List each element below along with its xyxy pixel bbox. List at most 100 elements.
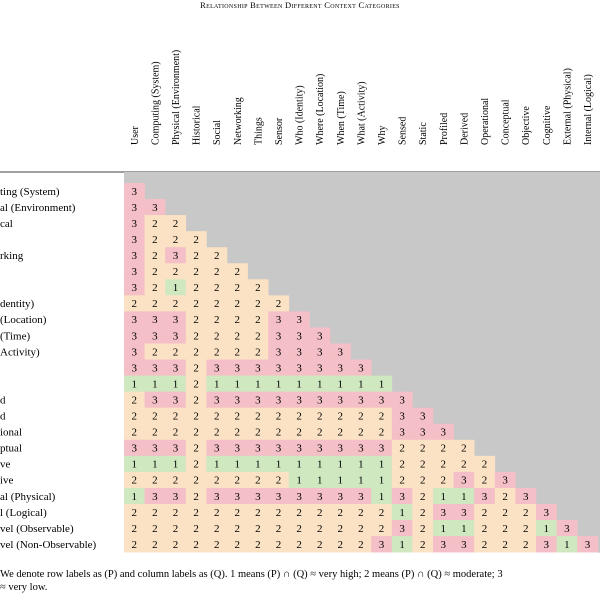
cell-value: 3 (173, 362, 179, 374)
cell-value: 2 (379, 427, 385, 439)
matrix-cell (185, 471, 207, 489)
masked-region (124, 172, 600, 553)
matrix-cell (268, 311, 290, 328)
cell-value: 3 (338, 346, 344, 358)
cell-value: 2 (358, 411, 364, 423)
cell-value: 2 (502, 507, 508, 519)
matrix-cell (453, 471, 475, 489)
cell-value: 3 (441, 539, 447, 551)
cell-value: 2 (338, 523, 344, 535)
matrix-cell (494, 504, 516, 521)
matrix-cell (268, 407, 290, 425)
cell-value: 1 (317, 378, 323, 390)
cell-value: 1 (358, 459, 364, 471)
cell-value: 2 (152, 411, 158, 423)
cell-value: 3 (132, 202, 138, 214)
cell-value: 1 (276, 459, 282, 471)
matrix-cell (330, 423, 351, 441)
cell-value: 1 (152, 459, 158, 471)
matrix-cell (144, 215, 166, 232)
cell-value: 1 (132, 491, 138, 503)
footnote-line: We denote row labels as (P) and column l… (0, 569, 503, 580)
row-label: al (Physical) (0, 491, 56, 503)
matrix-cell (247, 423, 269, 441)
cell-value: 3 (544, 507, 550, 519)
cell-value: 3 (235, 491, 241, 503)
matrix-cell (206, 423, 228, 441)
matrix-cell (474, 455, 496, 473)
cell-value: 2 (132, 523, 138, 535)
cell-value: 2 (152, 523, 158, 535)
matrix-cell (330, 391, 351, 408)
cell-value: 3 (338, 443, 344, 455)
masked-cell (433, 407, 600, 425)
matrix-cell (206, 279, 228, 296)
cell-value: 2 (214, 266, 220, 278)
matrix-cell (433, 487, 454, 505)
cell-value: 3 (585, 539, 591, 551)
matrix-cell (227, 327, 248, 344)
column-label: Physical (Environment) (171, 50, 182, 145)
matrix-cell (144, 391, 166, 408)
matrix-cell (268, 423, 290, 441)
matrix-cell (453, 504, 475, 521)
masked-cell (597, 536, 600, 553)
matrix-cell (433, 536, 454, 553)
matrix-cell (309, 423, 331, 441)
matrix-cell (350, 455, 372, 473)
matrix-cell (288, 439, 310, 457)
cell-value: 3 (358, 394, 364, 406)
cell-value: 1 (317, 459, 323, 471)
matrix-cell (227, 471, 248, 489)
matrix-cell (391, 471, 413, 489)
matrix-cell (577, 536, 599, 553)
column-label: External (Physical) (562, 68, 573, 145)
cell-value: 2 (276, 523, 282, 535)
column-label: Sensed (398, 117, 409, 145)
cell-value: 3 (399, 394, 405, 406)
matrix-cell (412, 520, 434, 537)
cell-value: 2 (482, 475, 488, 487)
matrix-cell (330, 359, 351, 376)
matrix-cell (391, 536, 413, 553)
matrix-cell (474, 536, 496, 553)
cell-value: 2 (235, 475, 241, 487)
cell-value: 3 (152, 443, 158, 455)
column-label: Derived (459, 113, 470, 145)
matrix-cell (144, 359, 166, 376)
matrix-cell (144, 247, 166, 264)
masked-cell (371, 359, 600, 377)
cell-value: 2 (214, 330, 220, 342)
cell-value: 3 (441, 507, 447, 519)
matrix-cell (124, 407, 145, 425)
cell-value: 2 (132, 539, 138, 551)
matrix-cell (309, 455, 331, 473)
footnote-line: ≈ very low. (0, 582, 48, 593)
cell-value: 2 (152, 250, 158, 262)
matrix-cell (536, 536, 557, 553)
cell-value: 1 (379, 378, 385, 390)
matrix-cell (227, 504, 248, 521)
matrix-cell (165, 231, 187, 248)
matrix-cell (247, 455, 269, 473)
cell-value: 1 (461, 491, 467, 503)
cell-value: 1 (564, 539, 570, 551)
matrix-cell (247, 311, 269, 328)
column-label: Computing (System) (150, 61, 161, 145)
cell-value: 2 (255, 523, 261, 535)
cell-value: 2 (420, 523, 426, 535)
matrix-cell (124, 455, 145, 473)
matrix-cell (515, 536, 537, 553)
cell-value: 2 (152, 218, 158, 230)
matrix-cell (330, 455, 351, 473)
matrix-cell (350, 520, 372, 537)
matrix-cell (247, 279, 269, 296)
matrix-cell (165, 536, 187, 553)
cell-value: 2 (152, 539, 158, 551)
masked-cell (288, 295, 600, 312)
matrix-cell (391, 423, 413, 441)
matrix-cell (268, 504, 290, 521)
column-label: Networking (233, 97, 244, 145)
cell-value: 3 (173, 491, 179, 503)
matrix-cell (494, 471, 516, 489)
